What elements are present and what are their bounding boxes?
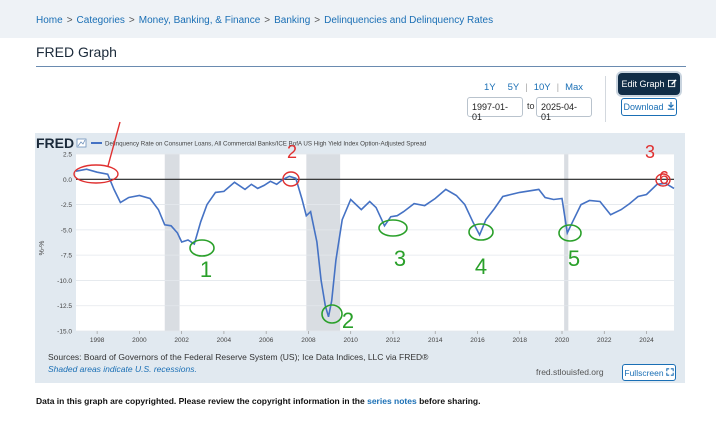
recession-note: Shaded areas indicate U.S. recessions. [48,364,197,374]
edit-graph-label: Edit Graph [621,79,665,89]
edit-icon [667,78,677,90]
range-1y-link[interactable]: 1Y [484,82,496,93]
series-notes-link[interactable]: series notes [367,396,417,406]
controls-divider [605,76,606,122]
breadcrumb-separator: > [66,15,73,26]
sources-text: Sources: Board of Governors of the Feder… [48,352,429,362]
breadcrumb-separator: > [128,15,135,26]
edit-graph-button[interactable]: Edit Graph [618,73,680,95]
start-date-input[interactable]: 1997-01-01 [467,97,523,122]
breadcrumb-separator: > [264,15,271,26]
download-icon [667,102,675,112]
breadcrumb-delinquencies[interactable]: Delinquencies and Delinquency Rates [324,15,494,26]
page-title: FRED Graph [36,44,117,60]
breadcrumb: Home > Categories > Money, Banking, & Financ… [0,0,716,38]
graph-panel [35,133,685,383]
expand-icon [665,367,674,378]
copyright-text: Data in this graph are copyrighted. Plea… [36,396,368,406]
date-to-label: to [527,101,535,111]
fullscreen-button[interactable]: Fullscreen [622,364,676,381]
fullscreen-label: Fullscreen [624,367,664,378]
range-10y-link[interactable]: 10Y [533,82,551,93]
download-label: Download [623,102,664,112]
breadcrumb-banking[interactable]: Banking [274,15,311,26]
breadcrumb-home[interactable]: Home [36,15,63,26]
range-5y-link[interactable]: 5Y [507,82,520,93]
breadcrumb-money-banking-finance[interactable]: Money, Banking, & Finance [138,15,261,26]
title-divider [36,66,686,67]
fred-url[interactable]: fred.stlouisfed.org [536,367,604,377]
end-date-input[interactable]: 2025-04-01 [536,97,592,122]
copyright-text-end: before sharing. [416,396,481,406]
range-separator: | [525,82,528,93]
breadcrumb-separator: > [314,15,321,26]
copyright-notice: Data in this graph are copyrighted. Plea… [36,396,480,406]
range-links: 1Y 5Y | 10Y | Max [478,82,589,93]
range-separator: | [556,82,560,93]
range-max-link[interactable]: Max [565,82,584,93]
breadcrumb-categories[interactable]: Categories [76,15,125,26]
download-button[interactable]: Download [621,98,677,116]
